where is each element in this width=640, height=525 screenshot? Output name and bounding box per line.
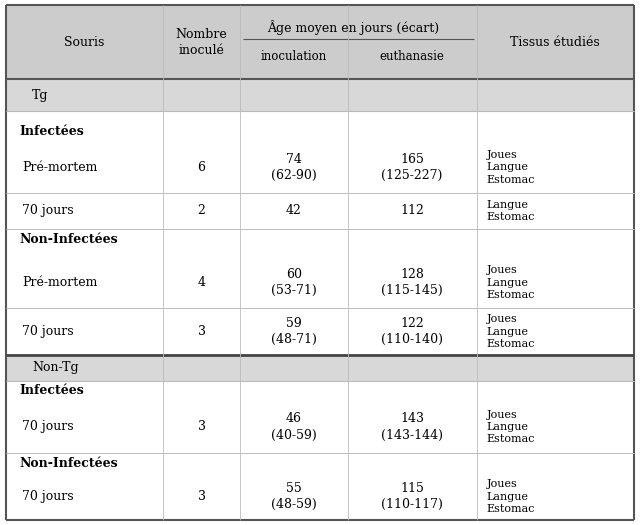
Bar (6, 249, 634, 257)
Text: Infectées: Infectées (19, 384, 84, 397)
Text: Souris: Souris (64, 36, 105, 49)
Text: 59
(48-71): 59 (48-71) (271, 317, 317, 346)
Bar (6, 381, 634, 401)
Text: 60
(53-71): 60 (53-71) (271, 268, 317, 297)
Text: 4: 4 (198, 276, 205, 289)
Bar (6, 355, 634, 381)
Bar (6, 474, 634, 520)
Text: Joues
Langue
Estomac: Joues Langue Estomac (486, 314, 535, 349)
Text: Nombre
inoculé: Nombre inoculé (176, 28, 227, 57)
Text: 165
(125-227): 165 (125-227) (381, 153, 443, 182)
Text: euthanasie: euthanasie (380, 50, 445, 64)
Text: 70 jours: 70 jours (22, 204, 74, 217)
Text: 74
(62-90): 74 (62-90) (271, 153, 317, 182)
Bar (6, 79, 634, 111)
Bar (6, 453, 634, 474)
Bar (6, 141, 634, 193)
Text: Âge moyen en jours (écart): Âge moyen en jours (écart) (267, 20, 439, 35)
Text: Joues
Langue
Estomac: Joues Langue Estomac (486, 479, 535, 514)
Text: 70 jours: 70 jours (22, 490, 74, 503)
Text: 115
(110-117): 115 (110-117) (381, 482, 443, 511)
Bar (6, 193, 634, 229)
Text: 122
(110-140): 122 (110-140) (381, 317, 443, 346)
Bar (6, 121, 634, 141)
Bar (6, 5, 634, 79)
Bar (6, 111, 634, 121)
Text: 3: 3 (198, 490, 205, 503)
Text: 143
(143-144): 143 (143-144) (381, 413, 443, 442)
Text: 2: 2 (198, 204, 205, 217)
Text: Joues
Langue
Estomac: Joues Langue Estomac (486, 150, 535, 184)
Bar (6, 257, 634, 308)
Text: Tissus étudiés: Tissus étudiés (510, 36, 600, 49)
Bar (6, 229, 634, 249)
Text: 46
(40-59): 46 (40-59) (271, 413, 317, 442)
Text: 128
(115-145): 128 (115-145) (381, 268, 443, 297)
Text: 55
(48-59): 55 (48-59) (271, 482, 317, 511)
Text: 6: 6 (198, 161, 205, 174)
Text: 112: 112 (400, 204, 424, 217)
Text: 70 jours: 70 jours (22, 421, 74, 434)
Bar (6, 308, 634, 355)
Text: 3: 3 (198, 421, 205, 434)
Text: Non-Infectées: Non-Infectées (19, 233, 118, 246)
Text: Langue
Estomac: Langue Estomac (486, 200, 535, 222)
Text: 42: 42 (286, 204, 301, 217)
Text: Joues
Langue
Estomac: Joues Langue Estomac (486, 265, 535, 300)
Text: 70 jours: 70 jours (22, 325, 74, 338)
Text: Pré-mortem: Pré-mortem (22, 161, 98, 174)
Text: Infectées: Infectées (19, 124, 84, 138)
Text: Non-Tg: Non-Tg (32, 361, 79, 374)
Text: Joues
Langue
Estomac: Joues Langue Estomac (486, 410, 535, 444)
Bar (6, 401, 634, 453)
Text: Tg: Tg (32, 89, 49, 102)
Text: Non-Infectées: Non-Infectées (19, 457, 118, 469)
Text: Pré-mortem: Pré-mortem (22, 276, 98, 289)
Text: 3: 3 (198, 325, 205, 338)
Text: inoculation: inoculation (260, 50, 327, 64)
